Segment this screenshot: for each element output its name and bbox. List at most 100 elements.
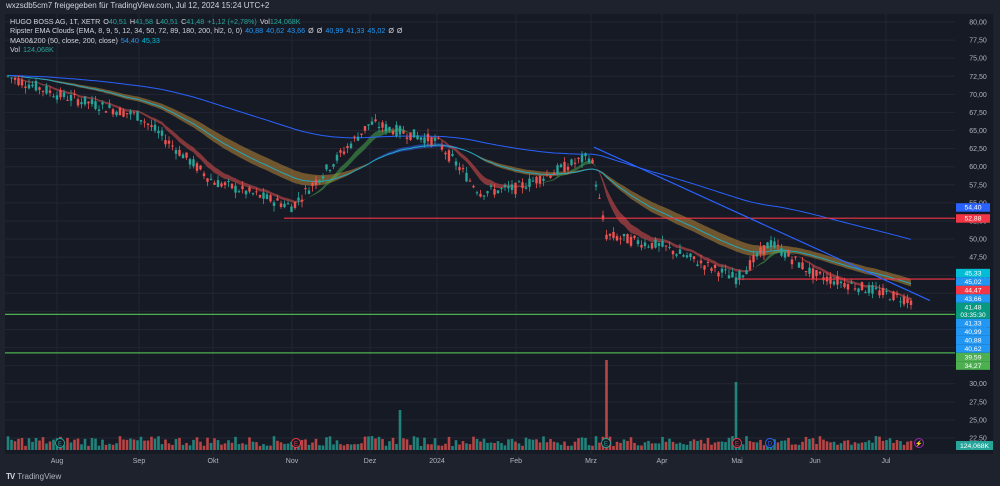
candle-body[interactable] <box>90 99 94 105</box>
candle-body[interactable] <box>734 277 738 285</box>
candle-body[interactable] <box>209 178 213 180</box>
candle-body[interactable] <box>626 234 629 244</box>
candle-body[interactable] <box>367 124 370 126</box>
candle-body[interactable] <box>706 261 710 263</box>
candle-body[interactable] <box>416 135 419 140</box>
candle-body[interactable] <box>83 96 87 105</box>
candle-body[interactable] <box>881 287 885 296</box>
candle-body[interactable] <box>871 285 874 294</box>
candle-body[interactable] <box>111 109 115 115</box>
candle-body[interactable] <box>115 111 118 116</box>
candle-body[interactable] <box>220 183 223 187</box>
candle-body[interactable] <box>279 203 283 207</box>
candle-body[interactable] <box>55 95 59 100</box>
candle-body[interactable] <box>13 77 17 80</box>
candle-body[interactable] <box>559 164 563 168</box>
candle-body[interactable] <box>290 206 293 213</box>
candle-body[interactable] <box>731 271 734 278</box>
candle-body[interactable] <box>741 275 745 278</box>
candle-body[interactable] <box>475 192 479 194</box>
candle-body[interactable] <box>402 130 405 134</box>
candle-body[interactable] <box>192 159 195 167</box>
candle-body[interactable] <box>517 181 521 183</box>
candle-body[interactable] <box>696 264 699 266</box>
candle-body[interactable] <box>762 245 766 255</box>
candle-body[interactable] <box>174 150 178 154</box>
candle-body[interactable] <box>433 137 437 141</box>
volume-label-tag[interactable] <box>956 441 993 450</box>
candle-body[interactable] <box>521 182 524 189</box>
candle-body[interactable] <box>426 133 430 142</box>
candle-body[interactable] <box>549 175 552 178</box>
candle-body[interactable] <box>52 96 55 98</box>
tradingview-logo[interactable]: TV TradingView <box>6 472 61 481</box>
candle-body[interactable] <box>818 271 822 274</box>
candle-body[interactable] <box>678 249 682 254</box>
candle-body[interactable] <box>801 262 804 270</box>
candle-body[interactable] <box>503 185 507 188</box>
candle-body[interactable] <box>878 290 881 296</box>
candle-body[interactable] <box>10 77 13 79</box>
candle-body[interactable] <box>717 272 720 277</box>
candle-body[interactable] <box>465 172 468 182</box>
candle-body[interactable] <box>272 202 276 206</box>
candle-body[interactable] <box>682 255 685 257</box>
candle-body[interactable] <box>195 163 199 171</box>
candle-body[interactable] <box>909 300 913 306</box>
candle-body[interactable] <box>724 269 727 271</box>
candle-body[interactable] <box>321 176 325 179</box>
candle-body[interactable] <box>164 140 167 145</box>
candle-body[interactable] <box>885 290 888 292</box>
candle-body[interactable] <box>545 174 549 176</box>
candle-body[interactable] <box>20 79 24 86</box>
candle-body[interactable] <box>423 137 426 144</box>
candle-body[interactable] <box>888 299 892 301</box>
candle-body[interactable] <box>328 170 332 172</box>
candle-body[interactable] <box>657 243 661 246</box>
candle-body[interactable] <box>444 152 447 155</box>
candle-body[interactable] <box>832 281 836 285</box>
candle-body[interactable] <box>479 193 482 197</box>
candle-body[interactable] <box>699 260 703 264</box>
candle-body[interactable] <box>146 123 150 125</box>
candle-body[interactable] <box>132 112 136 114</box>
candle-body[interactable] <box>391 130 395 135</box>
candle-body[interactable] <box>139 120 143 122</box>
candle-body[interactable] <box>794 256 797 258</box>
candle-body[interactable] <box>108 104 111 108</box>
candle-body[interactable] <box>703 265 706 270</box>
candle-body[interactable] <box>395 124 398 137</box>
candle-body[interactable] <box>97 109 101 111</box>
candle-body[interactable] <box>388 127 391 131</box>
candle-body[interactable] <box>118 107 122 116</box>
candle-body[interactable] <box>178 149 181 156</box>
candle-body[interactable] <box>381 122 384 128</box>
candle-body[interactable] <box>755 252 759 257</box>
candle-body[interactable] <box>237 191 241 193</box>
candle-body[interactable] <box>342 151 346 154</box>
candle-body[interactable] <box>482 195 486 197</box>
candle-body[interactable] <box>727 275 731 279</box>
candle-body[interactable] <box>293 201 297 208</box>
candle-body[interactable] <box>202 173 206 177</box>
candle-body[interactable] <box>370 121 374 125</box>
candle-body[interactable] <box>640 244 643 248</box>
candle-body[interactable] <box>601 215 605 220</box>
candle-body[interactable] <box>104 111 108 113</box>
candle-body[interactable] <box>874 287 878 289</box>
candle-body[interactable] <box>654 239 657 248</box>
candle-body[interactable] <box>346 145 349 149</box>
candle-body[interactable] <box>538 176 542 184</box>
candle-body[interactable] <box>353 136 356 138</box>
legend-symbol-row[interactable]: HUGO BOSS AG, 1T, XETR O40,51 H41,58 L40… <box>10 17 403 26</box>
price-label-tag[interactable] <box>956 203 990 212</box>
candle-body[interactable] <box>363 126 367 131</box>
candle-body[interactable] <box>531 180 535 182</box>
candle-body[interactable] <box>472 185 475 188</box>
price-label-tag[interactable] <box>956 318 990 328</box>
candle-body[interactable] <box>608 233 612 236</box>
candle-body[interactable] <box>80 102 83 105</box>
candle-body[interactable] <box>489 185 493 187</box>
candle-body[interactable] <box>248 187 251 192</box>
